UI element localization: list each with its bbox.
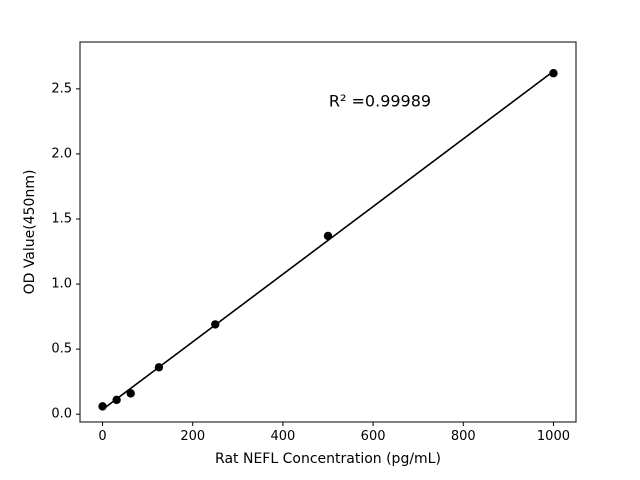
data-point [549, 69, 558, 78]
y-tick-label: 1.0 [51, 277, 72, 292]
data-point [211, 320, 220, 329]
data-point [98, 402, 107, 411]
y-tick-label: 2.5 [51, 81, 72, 96]
data-point [126, 389, 135, 398]
y-tick-label: 0.0 [51, 407, 72, 422]
x-tick-label: 0 [98, 429, 106, 444]
x-tick-label: 600 [361, 429, 386, 444]
x-tick-label: 1000 [537, 429, 570, 444]
data-point [154, 363, 164, 372]
y-tick-label: 2.0 [51, 146, 72, 161]
x-tick-label: 800 [451, 429, 476, 444]
x-axis-label: Rat NEFL Concentration (pg/mL) [215, 451, 441, 467]
x-tick-label: 200 [180, 429, 205, 444]
y-tick-label: 1.5 [51, 211, 72, 226]
data-point [323, 231, 333, 241]
r-squared-annotation: R² =0.99989 [328, 91, 432, 111]
x-tick-label: 400 [270, 429, 295, 444]
data-point [112, 395, 121, 405]
y-tick-label: 0.5 [51, 342, 72, 357]
plot-border [79, 41, 577, 423]
y-axis-label: OD Value(450nm) [22, 169, 38, 295]
fit-line [102, 70, 554, 411]
